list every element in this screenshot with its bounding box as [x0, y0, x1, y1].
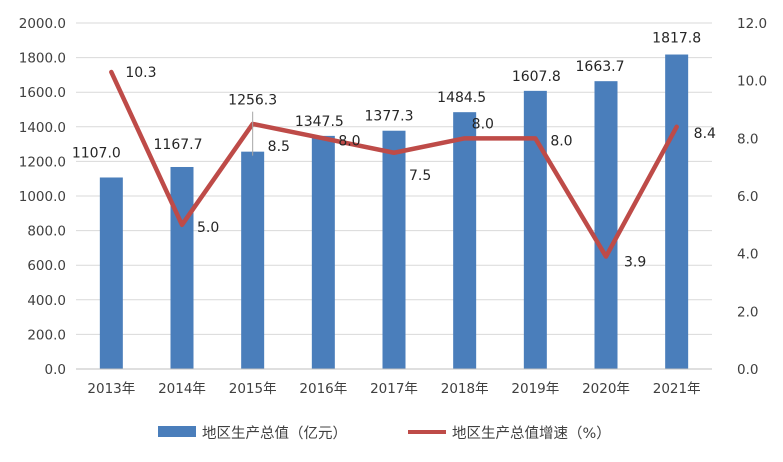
y-left-tick-label: 2000.0 — [19, 16, 66, 32]
bar — [170, 166, 194, 369]
bar-data-label: 1107.0 — [72, 145, 121, 161]
legend-bar-label: 地区生产总值（亿元） — [202, 425, 347, 442]
y-right-tick-label: 8.0 — [737, 131, 758, 147]
line-data-label: 8.0 — [550, 133, 572, 149]
data-labels: 1107.0 1167.7 1256.3 1347.5 1377.3 1484.5 1607… — [72, 31, 716, 271]
bar-data-label: 1256.3 — [228, 93, 277, 109]
y-left-tick-label: 400.0 — [27, 293, 66, 309]
right-axis: 0.0 2.0 4.0 6.0 8.0 10.0 12.0 — [737, 16, 767, 378]
bar — [99, 177, 123, 369]
bar-data-label: 1607.8 — [512, 69, 561, 85]
y-left-tick-label: 800.0 — [27, 224, 66, 240]
bar-data-label: 1377.3 — [365, 109, 414, 125]
bar — [523, 90, 547, 370]
x-tick-label: 2019年 — [511, 381, 559, 397]
line-data-label: 8.4 — [694, 126, 716, 142]
line-data-label: 8.5 — [268, 139, 290, 155]
bar — [311, 135, 335, 369]
left-axis: 0.0 200.0 400.0 600.0 800.0 1000.0 1200.0 1400.… — [19, 16, 66, 378]
bar — [241, 151, 265, 369]
y-left-tick-label: 600.0 — [27, 258, 66, 274]
line-data-label: 3.9 — [624, 255, 646, 271]
line-data-label: 10.3 — [125, 65, 156, 81]
bar-data-label: 1817.8 — [652, 31, 701, 47]
y-right-tick-label: 0.0 — [737, 362, 758, 378]
bar — [665, 54, 689, 369]
y-left-tick-label: 1800.0 — [19, 51, 66, 67]
x-tick-label: 2018年 — [441, 381, 489, 397]
y-left-tick-label: 200.0 — [27, 327, 66, 343]
line-data-label: 8.0 — [472, 116, 494, 132]
bar — [594, 81, 618, 369]
x-tick-label: 2015年 — [229, 381, 277, 397]
line-series — [109, 69, 679, 259]
line-data-label: 5.0 — [197, 220, 219, 236]
x-tick-label: 2017年 — [370, 381, 418, 397]
x-axis: 2013年 2014年 2015年 2016年 2017年 2018年 2019年 2020年… — [76, 368, 712, 397]
x-tick-label: 2013年 — [87, 381, 135, 397]
x-tick-label: 2014年 — [158, 381, 206, 397]
x-tick-label: 2020年 — [582, 381, 630, 397]
y-right-tick-label: 10.0 — [737, 74, 767, 90]
line-data-label: 7.5 — [409, 168, 431, 184]
y-right-tick-label: 2.0 — [737, 304, 758, 320]
y-left-tick-label: 1000.0 — [19, 189, 66, 205]
x-tick-label: 2016年 — [299, 381, 347, 397]
y-left-tick-label: 1600.0 — [19, 85, 66, 101]
growth-line — [109, 69, 679, 259]
line-data-label: 8.0 — [338, 133, 360, 149]
bar-data-label: 1167.7 — [154, 137, 203, 153]
bar-series — [99, 54, 689, 370]
y-left-tick-label: 1200.0 — [19, 154, 66, 170]
y-right-tick-label: 12.0 — [737, 16, 767, 32]
legend-line-label: 地区生产总值增速（%） — [452, 425, 611, 442]
y-left-tick-label: 0.0 — [45, 362, 66, 378]
bar-data-label: 1347.5 — [295, 114, 344, 130]
y-right-tick-label: 6.0 — [737, 189, 758, 205]
y-left-tick-label: 1400.0 — [19, 120, 66, 136]
bar-data-label: 1484.5 — [437, 90, 486, 106]
bar — [453, 112, 477, 369]
legend-bar-swatch — [158, 426, 196, 437]
bar-data-label: 1663.7 — [576, 59, 625, 75]
legend: 地区生产总值（亿元） 地区生产总值增速（%） — [158, 425, 611, 442]
y-right-tick-label: 4.0 — [737, 247, 758, 263]
x-tick-label: 2021年 — [653, 381, 701, 397]
bar — [382, 130, 406, 369]
